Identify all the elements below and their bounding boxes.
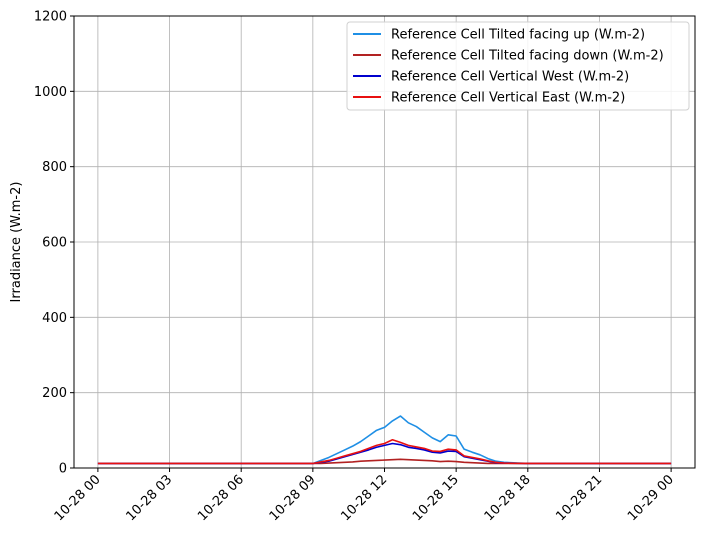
x-tick-label: 10-28 00 — [52, 472, 104, 524]
legend-label: Reference Cell Tilted facing down (W.m-2… — [391, 49, 664, 64]
x-tick-label: 10-28 15 — [410, 472, 462, 524]
y-tick-label: 0 — [59, 462, 67, 477]
y-tick-label: 1200 — [34, 10, 67, 25]
x-tick-label: 10-28 12 — [338, 472, 390, 524]
y-tick-label: 800 — [42, 160, 67, 175]
x-tick-label: 10-28 09 — [267, 472, 319, 524]
series-line-4 — [97, 438, 672, 465]
x-axis: 10-28 00 10-28 03 10-28 06 10-28 09 10-28 12… — [52, 468, 677, 524]
series-lines — [97, 415, 672, 465]
grid — [74, 15, 695, 469]
x-tick-label: 10-28 21 — [553, 472, 605, 524]
legend-label: Reference Cell Vertical West (W.m-2) — [391, 70, 629, 85]
legend-label: Reference Cell Vertical East (W.m-2) — [391, 91, 625, 106]
y-tick-label: 200 — [42, 386, 67, 401]
y-axis-title: Irradiance (W.m-2) — [9, 182, 24, 303]
legend-label: Reference Cell Tilted facing up (W.m-2) — [391, 28, 645, 43]
legend-box — [346, 21, 690, 111]
y-tick-label: 600 — [42, 236, 67, 251]
y-tick-label: 1000 — [34, 85, 67, 100]
x-tick-label: 10-28 03 — [123, 472, 175, 524]
y-tick-label: 400 — [42, 311, 67, 326]
x-tick-label: 10-28 06 — [195, 472, 247, 524]
legend: Reference Cell Tilted facing up (W.m-2) R… — [346, 21, 690, 111]
x-tick-label: 10-29 00 — [625, 472, 677, 524]
y-axis: 0 200 400 600 800 1000 1200 — [34, 10, 74, 477]
x-tick-label: 10-28 18 — [482, 472, 534, 524]
